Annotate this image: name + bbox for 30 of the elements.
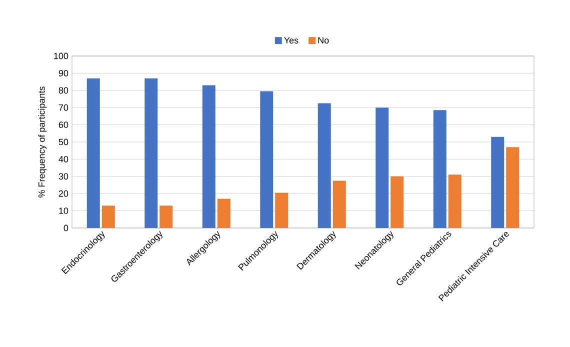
y-tick-label: 40: [58, 156, 68, 162]
legend-label: No: [318, 37, 329, 44]
y-tick-label: 20: [58, 190, 68, 197]
y-tick-label: 10: [59, 208, 68, 214]
bar: [376, 108, 389, 228]
y-tick-label: 80: [58, 87, 68, 94]
bar: [491, 136, 504, 228]
y-tick-label: 70: [58, 104, 68, 111]
y-tick-label: 30: [58, 173, 68, 180]
bar: [160, 206, 173, 228]
bar: [202, 85, 216, 228]
y-tick-label: 0: [64, 224, 68, 232]
bar: [217, 198, 230, 228]
bar: [275, 192, 288, 228]
bar: [144, 78, 158, 228]
bar: [506, 147, 520, 228]
bar: [332, 180, 346, 228]
y-tick-label: 60: [58, 122, 68, 128]
legend-label: Yes: [284, 37, 298, 44]
y-axis-title: % Frequency of participants: [38, 86, 47, 198]
bar: [448, 174, 462, 228]
bar: [433, 110, 446, 228]
bar: [318, 103, 331, 228]
y-tick-label: 50: [58, 138, 68, 146]
y-tick-label: 90: [58, 70, 68, 76]
bar: [86, 78, 100, 228]
bar: [102, 206, 115, 228]
y-tick-label: 100: [54, 52, 68, 60]
bar: [390, 176, 404, 228]
bar: [260, 91, 274, 228]
